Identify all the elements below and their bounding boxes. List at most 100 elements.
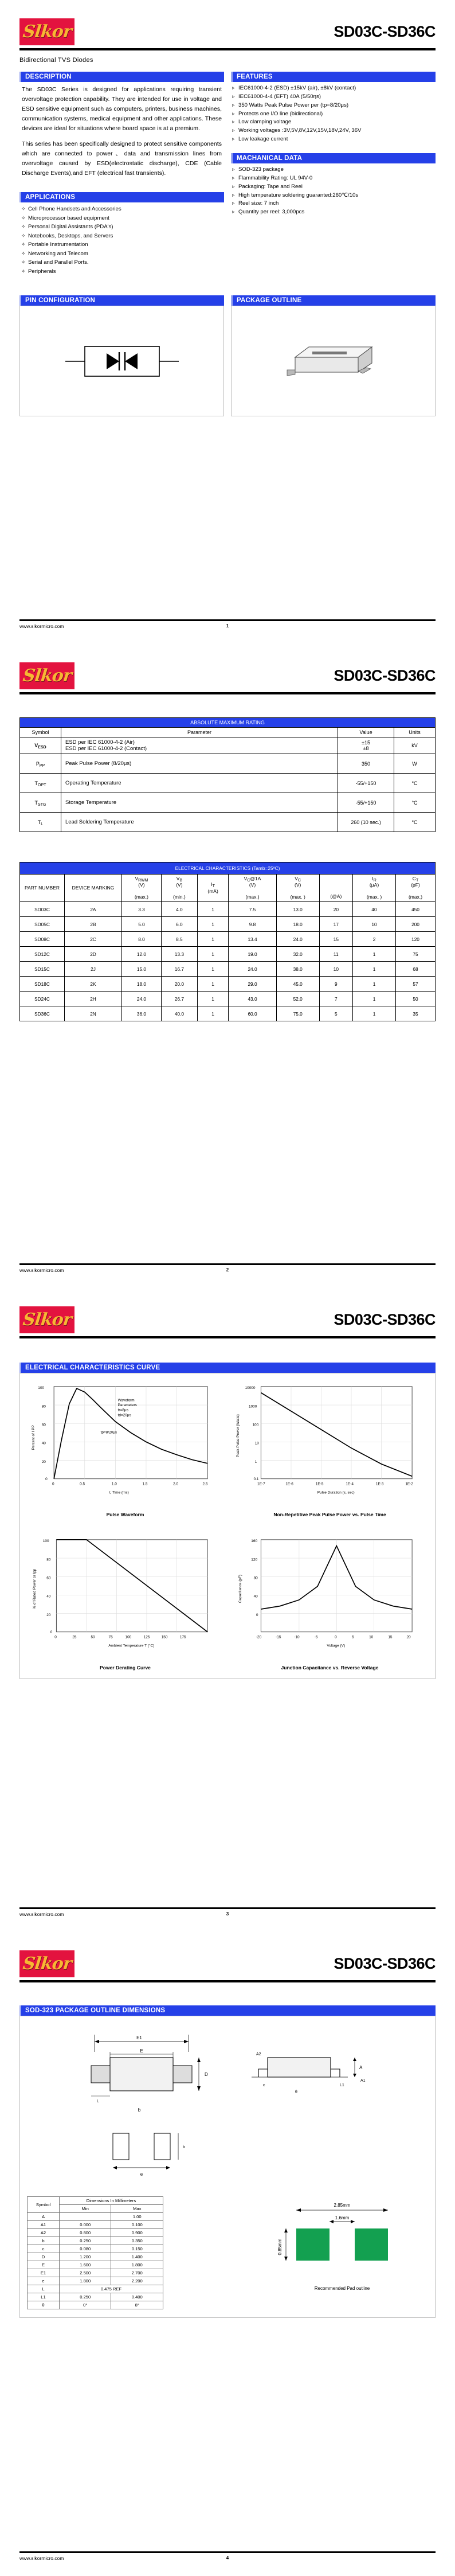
svg-text:100: 100 bbox=[38, 1386, 44, 1390]
svg-text:c: c bbox=[263, 2083, 265, 2087]
cell-part-number: SD36C bbox=[19, 1006, 65, 1022]
column-header-symbol: Symbol bbox=[19, 727, 61, 737]
footer-rule bbox=[19, 1907, 436, 1909]
cell-vc: 24.0 bbox=[276, 931, 320, 947]
table-row: SD03C 2A 3.3 4.0 1 7.5 13.0 20 40 450 bbox=[19, 901, 436, 918]
chart-peak-pulse-power: 10000 1000 100 10 1 0.1 1E-7 1E-6 1E-5 1E-4 1E-… bbox=[232, 1379, 428, 1517]
cell-max: 1.800 bbox=[111, 2261, 163, 2269]
svg-text:10: 10 bbox=[255, 1442, 260, 1446]
column-header-it: IT (mA) bbox=[197, 873, 229, 903]
cell-max: 2.200 bbox=[111, 2277, 163, 2285]
header-sub: R bbox=[373, 879, 376, 883]
svg-text:b: b bbox=[183, 2145, 185, 2149]
list-item: Working voltages :3V,5V,8V,12V,15V,18V,2… bbox=[232, 127, 434, 135]
chart-caption: Non-Repetitive Peak Pulse Power vs. Puls… bbox=[273, 1512, 386, 1518]
svg-text:2.5: 2.5 bbox=[203, 1482, 208, 1486]
row-symbol: PPP bbox=[19, 754, 61, 774]
cell-vb: 8.5 bbox=[160, 931, 198, 947]
cell-ir: 1 bbox=[352, 976, 397, 992]
cell-device-marking: 2H bbox=[64, 991, 122, 1007]
svg-text:1: 1 bbox=[255, 1460, 257, 1464]
table-row: A 1.00 bbox=[27, 2212, 163, 2221]
package-dimensions-container: E1 E D L b bbox=[19, 2016, 436, 2318]
table-header-row: PART NUMBER DEVICE MARKING VRWM (V) (max… bbox=[19, 873, 436, 903]
chart-pulse-waveform: 100 80 60 40 20 0 0 0.5 1.0 1.5 2.0 2.5 t, Time … bbox=[27, 1379, 223, 1517]
cell-ct: 450 bbox=[395, 901, 436, 918]
page-header: Slkor SD03C-SD36C bbox=[19, 16, 436, 47]
page-4: Slkor SD03C-SD36C SOD-323 PACKAGE OUTLIN… bbox=[0, 1932, 455, 2576]
list-item: Serial and Parallel Ports. bbox=[21, 258, 223, 267]
cell-ct: 120 bbox=[395, 931, 436, 947]
list-item: Networking and Telecom bbox=[21, 249, 223, 259]
document-subtitle: Bidirectional TVS Diodes bbox=[19, 57, 93, 64]
footer-page-number: 2 bbox=[226, 1267, 229, 1273]
svg-text:125: 125 bbox=[144, 1635, 150, 1639]
svg-text:80: 80 bbox=[46, 1558, 51, 1562]
list-item: Low clamping voltage bbox=[232, 118, 434, 127]
svg-text:-15: -15 bbox=[276, 1635, 281, 1639]
list-item: Reel size: 7 inch bbox=[232, 200, 434, 208]
logo-text: Slkor bbox=[21, 21, 73, 42]
column-header-symbol: Symbol bbox=[27, 2196, 60, 2213]
section-applications-header: APPLICATIONS bbox=[19, 192, 224, 202]
pin-configuration-figure bbox=[19, 306, 224, 417]
list-item: Microprocessor based equipment bbox=[21, 214, 223, 223]
slkor-logo: Slkor bbox=[19, 1306, 74, 1333]
cell-vc: 32.0 bbox=[276, 946, 320, 962]
list-item: SOD-323 package bbox=[232, 166, 434, 174]
svg-text:0: 0 bbox=[54, 1635, 57, 1639]
table-row: SD12C 2D 12.0 13.3 1 19.0 32.0 11 1 75 bbox=[19, 946, 436, 962]
svg-text:2.0: 2.0 bbox=[173, 1482, 178, 1486]
column-header-min: Min bbox=[58, 2204, 112, 2213]
header-qual: (max. ) bbox=[366, 893, 382, 900]
package-outline-block: PACKAGE OUTLINE bbox=[231, 295, 436, 417]
table-row: TSTG Storage Temperature -55/+150 °C bbox=[19, 793, 436, 813]
cell-ct: 68 bbox=[395, 961, 436, 977]
row-parameter: Peak Pulse Power (8/20μs) bbox=[61, 754, 338, 774]
logo-text: Slkor bbox=[21, 1309, 73, 1330]
svg-text:75: 75 bbox=[109, 1635, 113, 1639]
cell-symbol: E1 bbox=[27, 2269, 60, 2277]
svg-text:L: L bbox=[97, 2099, 99, 2103]
cell-symbol: c bbox=[27, 2245, 60, 2253]
symbol-sub: PP bbox=[39, 763, 45, 768]
peak-pulse-power-plot: 10000 1000 100 10 1 0.1 1E-7 1E-6 1E-5 1E-4 1E-… bbox=[236, 1386, 413, 1494]
footer-page-number: 3 bbox=[226, 1911, 229, 1917]
cell-vc-at-a: 17 bbox=[319, 916, 354, 932]
section-package-dimensions-header: SOD-323 PACKAGE OUTLINE DIMENSIONS bbox=[19, 2005, 436, 2016]
cell-symbol: A1 bbox=[27, 2220, 60, 2229]
table-header-row: Symbol Parameter Value Units bbox=[19, 727, 436, 737]
svg-text:-20: -20 bbox=[256, 1635, 262, 1639]
cell-vb: 4.0 bbox=[160, 901, 198, 918]
header-unit: (V) bbox=[176, 882, 183, 888]
header-sub: C bbox=[297, 879, 301, 883]
svg-text:E1: E1 bbox=[136, 2035, 142, 2040]
list-item: 350 Watts Peak Pulse Power per (tp=8/20μ… bbox=[232, 102, 434, 110]
svg-text:175: 175 bbox=[180, 1635, 186, 1639]
cell-max: 2.700 bbox=[111, 2269, 163, 2277]
section-curves-header: ELECTRICAL CHARACTERISTICS CURVE bbox=[19, 1363, 436, 1373]
symbol-main: T bbox=[37, 819, 41, 825]
cell-it: 1 bbox=[197, 991, 229, 1007]
cell-symbol: A2 bbox=[27, 2228, 60, 2237]
svg-text:100: 100 bbox=[252, 1423, 258, 1427]
absolute-maximum-rating-table: ABSOLUTE MAXIMUM RATING Symbol Parameter… bbox=[19, 717, 436, 832]
cell-max: 1.00 bbox=[111, 2212, 163, 2221]
diode-symbol-icon bbox=[65, 345, 179, 377]
table-title-row: ABSOLUTE MAXIMUM RATING bbox=[19, 717, 436, 728]
value-line: ±15 bbox=[362, 740, 370, 746]
column-header-vc-max: VC (V) (max. ) bbox=[276, 873, 320, 903]
svg-text:1E-4: 1E-4 bbox=[346, 1482, 354, 1486]
pad-height-label: 0.85mm bbox=[277, 2238, 283, 2255]
section-description-header: DESCRIPTION bbox=[19, 72, 224, 82]
column-header-dimensions: Dimensions In Millimeters bbox=[59, 2196, 163, 2205]
svg-text:5: 5 bbox=[352, 1635, 354, 1639]
column-header-units: Units bbox=[394, 727, 436, 737]
svg-text:Waveform: Waveform bbox=[118, 1399, 135, 1403]
symbol-sub: STG bbox=[38, 802, 46, 807]
logo-text: Slkor bbox=[21, 665, 73, 686]
recommended-pad-drawing: 2.85mm 1.6mm 0.85mm bbox=[277, 2203, 388, 2261]
top-view-drawing: E1 E D L b bbox=[91, 2035, 208, 2113]
list-item: Flammability Rating: UL 94V-0 bbox=[232, 174, 434, 183]
row-parameter: ESD per IEC 61000-4-2 (Air) ESD per IEC … bbox=[61, 737, 338, 754]
